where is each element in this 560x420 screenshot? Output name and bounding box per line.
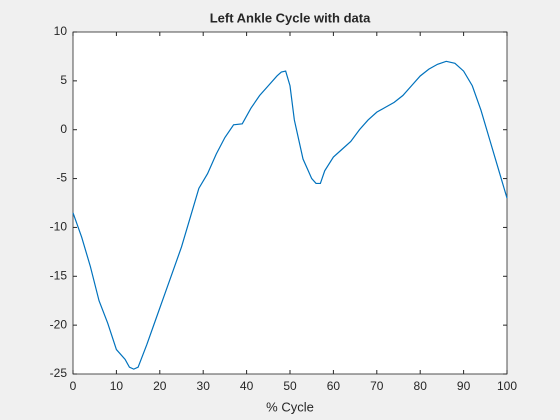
y-tick-label: -5 [56, 171, 67, 185]
axes-box [72, 31, 508, 375]
data-line [72, 60, 508, 370]
x-tick-label: 80 [414, 379, 428, 393]
x-tick-label: 100 [497, 379, 517, 393]
x-tick-label: 90 [457, 379, 471, 393]
x-tick-label: 10 [110, 379, 124, 393]
y-tick-label: -25 [50, 366, 68, 380]
x-axis-label: % Cycle [266, 399, 314, 414]
x-tick-label: 20 [153, 379, 167, 393]
x-tick-label: 50 [283, 379, 297, 393]
x-tick-label: 60 [327, 379, 341, 393]
x-tick-label: 70 [370, 379, 384, 393]
chart-title: Left Ankle Cycle with data [210, 10, 371, 25]
y-tick-label: 0 [60, 122, 67, 136]
x-tick-label: 0 [70, 379, 77, 393]
y-tick-label: -20 [50, 317, 68, 331]
y-tick-label: 10 [54, 24, 68, 38]
x-tick-label: 40 [240, 379, 254, 393]
y-tick-label: -10 [50, 220, 68, 234]
x-tick-label: 30 [197, 379, 211, 393]
y-tick-label: 5 [60, 73, 67, 87]
y-tick-label: -15 [50, 268, 68, 282]
